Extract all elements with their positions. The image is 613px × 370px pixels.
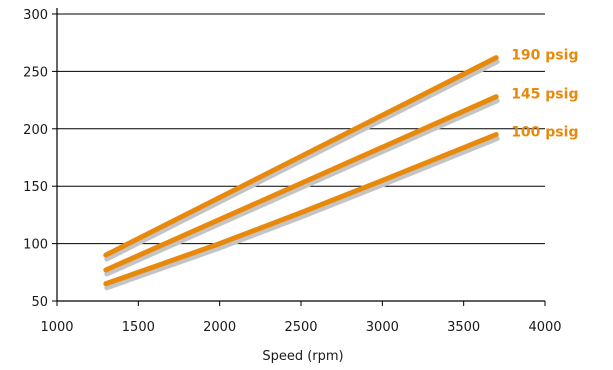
x-tick-label-1500: 1500 bbox=[122, 320, 155, 335]
x-axis-label: Speed (rpm) bbox=[262, 349, 343, 364]
x-tick-label-2000: 2000 bbox=[203, 320, 236, 335]
x-tick-label-3000: 3000 bbox=[366, 320, 399, 335]
series-shadow-145-psig bbox=[107, 101, 497, 274]
x-tick-label-3500: 3500 bbox=[447, 320, 480, 335]
y-tick-label-200: 200 bbox=[23, 123, 48, 138]
series-label-190-psig: 190 psig bbox=[511, 48, 578, 64]
series-labels: 190 psig 145 psig 100 psig bbox=[511, 48, 578, 141]
series-label-145-psig: 145 psig bbox=[511, 87, 578, 103]
y-tick-label-300: 300 bbox=[23, 8, 48, 23]
y-tick-label-250: 250 bbox=[23, 65, 48, 80]
series-shadows bbox=[107, 62, 497, 288]
x-tick-labels: 1000 1500 2000 2500 3000 3500 4000 bbox=[40, 320, 561, 335]
x-tick-label-2500: 2500 bbox=[284, 320, 317, 335]
y-tick-labels: 50 100 150 200 250 300 bbox=[23, 8, 48, 310]
y-tick-label-50: 50 bbox=[31, 295, 48, 310]
x-tick-label-4000: 4000 bbox=[528, 320, 561, 335]
x-tick-label-1000: 1000 bbox=[40, 320, 73, 335]
y-tick-label-100: 100 bbox=[23, 238, 48, 253]
grid bbox=[57, 14, 545, 244]
y-tick-label-150: 150 bbox=[23, 180, 48, 195]
series-label-100-psig: 100 psig bbox=[511, 125, 578, 141]
